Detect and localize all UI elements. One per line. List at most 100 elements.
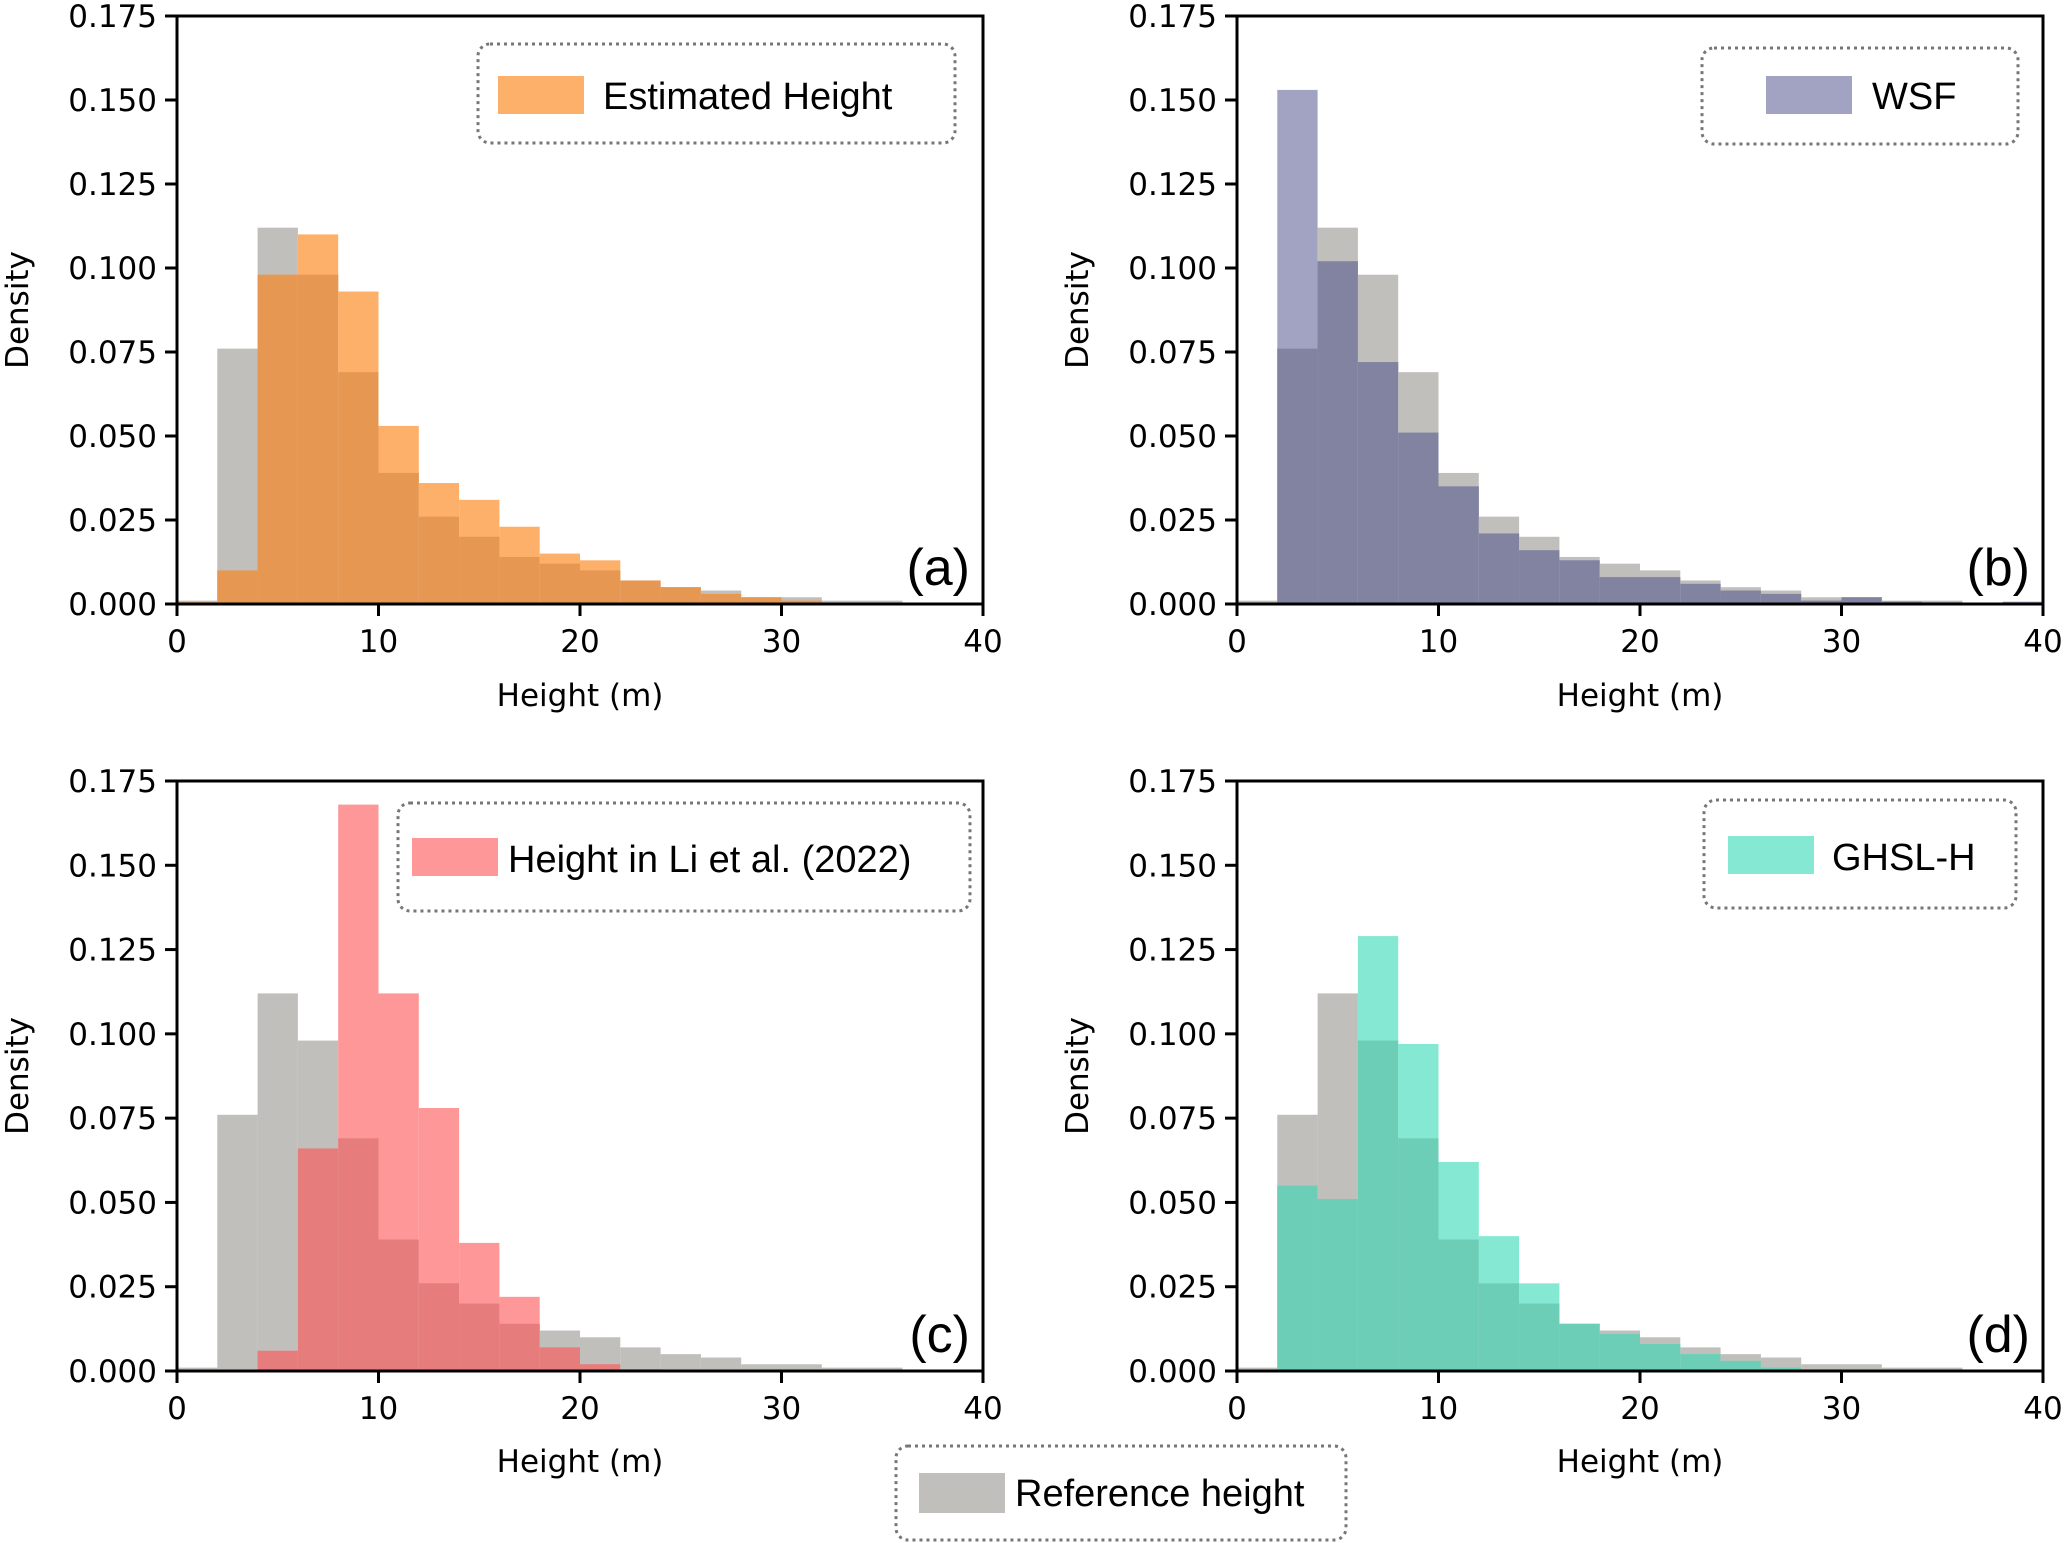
bar-reference-height	[1841, 1364, 1882, 1371]
bar-reference-height	[821, 600, 863, 604]
legend-label-li-2022: Height in Li et al. (2022)	[508, 839, 911, 881]
legend-label-estimated-height: Estimated Height	[603, 76, 893, 118]
y-tick-label: 0.125	[1128, 933, 1217, 969]
bar-reference-height	[1881, 1367, 1923, 1371]
x-tick-label: 0	[167, 1391, 187, 1427]
panel-a-legend: Estimated Height	[476, 42, 957, 145]
bar-reference-height	[217, 348, 258, 604]
x-tick-label: 20	[1620, 1391, 1659, 1427]
panel-b-xlabel: Height (m)	[1557, 678, 1724, 714]
bar-overlap	[1680, 583, 1721, 604]
x-tick-label: 0	[1227, 624, 1247, 660]
bar-reference-height	[821, 1367, 863, 1371]
y-tick-label: 0.050	[1128, 419, 1217, 455]
y-tick-label: 0.125	[68, 167, 157, 203]
x-tick-label: 40	[963, 1391, 1002, 1427]
bar-overlap	[257, 274, 298, 604]
x-tick-label: 0	[1227, 1391, 1247, 1427]
bar-reference-height	[862, 1367, 903, 1371]
bar-reference-height	[862, 600, 903, 604]
bar-reference-height	[1237, 1367, 1278, 1371]
bar-overlap	[580, 1364, 621, 1371]
y-tick-label: 0.100	[1128, 1017, 1217, 1053]
panel-d: 0.000 0.025 0.050 0.075 0.100 0.125 0.150 0.175…	[1060, 764, 2063, 1480]
panel-b-bars	[1237, 89, 2043, 605]
bar-overlap	[620, 580, 661, 604]
panel-c-legend: Height in Li et al. (2022)	[396, 801, 972, 913]
bar-reference-height	[660, 1354, 701, 1371]
legend-frame	[894, 1444, 1348, 1542]
legend-swatch-estimated-height	[498, 76, 584, 114]
legend-frame	[1702, 798, 2018, 910]
y-tick-label: 0.000	[1128, 1354, 1217, 1390]
bar-overlap	[580, 570, 621, 604]
bar-overlap	[297, 274, 339, 604]
bar-overlap	[257, 1350, 298, 1371]
y-tick-label: 0.025	[1128, 503, 1217, 539]
bar-overlap	[1720, 590, 1761, 604]
bar-reference-height	[781, 1364, 822, 1371]
panel-d-ticks: 0.000 0.025 0.050 0.075 0.100 0.125 0.150 0.175…	[1128, 764, 2062, 1427]
panel-b-ylabel: Density	[1060, 251, 1096, 369]
y-tick-label: 0.075	[1128, 1101, 1217, 1137]
bar-overlap	[1519, 1303, 1560, 1371]
bar-overlap	[1357, 1040, 1399, 1371]
bar-overlap	[499, 1323, 540, 1371]
panel-b: 0.000 0.025 0.050 0.075 0.100 0.125 0.150 0.175…	[1060, 0, 2063, 714]
x-tick-label: 40	[963, 624, 1002, 660]
y-tick-label: 0.075	[68, 335, 157, 371]
legend-swatch-reference-height	[919, 1473, 1005, 1513]
bar-overlap	[1559, 560, 1600, 604]
y-tick-label: 0.050	[68, 1185, 157, 1221]
y-tick-label: 0.150	[1128, 848, 1217, 884]
panel-c-ticks: 0.000 0.025 0.050 0.075 0.100 0.125 0.150 0.175…	[68, 764, 1002, 1427]
bar-reference-height	[257, 993, 298, 1371]
panel-b-legend: WSF	[1700, 46, 2020, 146]
y-tick-label: 0.125	[68, 933, 157, 969]
bar-reference-height	[1922, 1367, 1963, 1371]
bar-overlap	[1760, 593, 1802, 604]
bar-overlap	[459, 1303, 500, 1371]
bar-overlap	[499, 556, 540, 604]
y-tick-label: 0.050	[1128, 1185, 1217, 1221]
y-tick-label: 0.025	[68, 503, 157, 539]
legend-frame	[476, 42, 957, 145]
bar-overlap	[1277, 1185, 1318, 1371]
bar-overlap	[297, 1148, 339, 1371]
panel-d-ylabel: Density	[1060, 1017, 1096, 1135]
bar-overlap	[1559, 1323, 1600, 1371]
legend-label-reference-height: Reference height	[1015, 1473, 1305, 1515]
bar-overlap	[418, 1283, 460, 1371]
bar-overlap	[1720, 1360, 1761, 1371]
bar-overlap	[1640, 1344, 1681, 1371]
panel-d-letter: (d)	[1966, 1306, 2030, 1364]
x-tick-label: 10	[1419, 1391, 1458, 1427]
legend-frame	[396, 801, 972, 913]
y-tick-label: 0.175	[1128, 0, 1217, 35]
bar-overlap	[418, 516, 460, 604]
bar-overlap	[459, 536, 500, 604]
y-tick-label: 0.100	[68, 1017, 157, 1053]
bar-overlap	[338, 372, 379, 604]
y-tick-label: 0.175	[1128, 764, 1217, 800]
y-tick-label: 0.000	[1128, 587, 1217, 623]
bar-reference-height	[1237, 600, 1278, 604]
bar-reference-height	[217, 1114, 258, 1371]
bar-overlap	[1398, 432, 1439, 604]
bar-overlap	[1478, 533, 1520, 604]
y-tick-label: 0.075	[68, 1101, 157, 1137]
y-tick-label: 0.075	[1128, 335, 1217, 371]
y-tick-label: 0.150	[68, 848, 157, 884]
panel-b-letter: (b)	[1966, 539, 2030, 597]
x-tick-label: 30	[1822, 624, 1861, 660]
y-tick-label: 0.150	[68, 83, 157, 119]
legend-swatch-li-2022	[412, 838, 498, 876]
x-tick-label: 20	[1620, 624, 1659, 660]
x-tick-label: 30	[1822, 1391, 1861, 1427]
legend-swatch-ghsl-h	[1728, 836, 1814, 874]
bar-overlap	[539, 1347, 580, 1371]
bar-overlap	[378, 1239, 419, 1371]
bar-overlap	[1760, 1367, 1802, 1371]
bar-reference-height	[177, 1367, 218, 1371]
